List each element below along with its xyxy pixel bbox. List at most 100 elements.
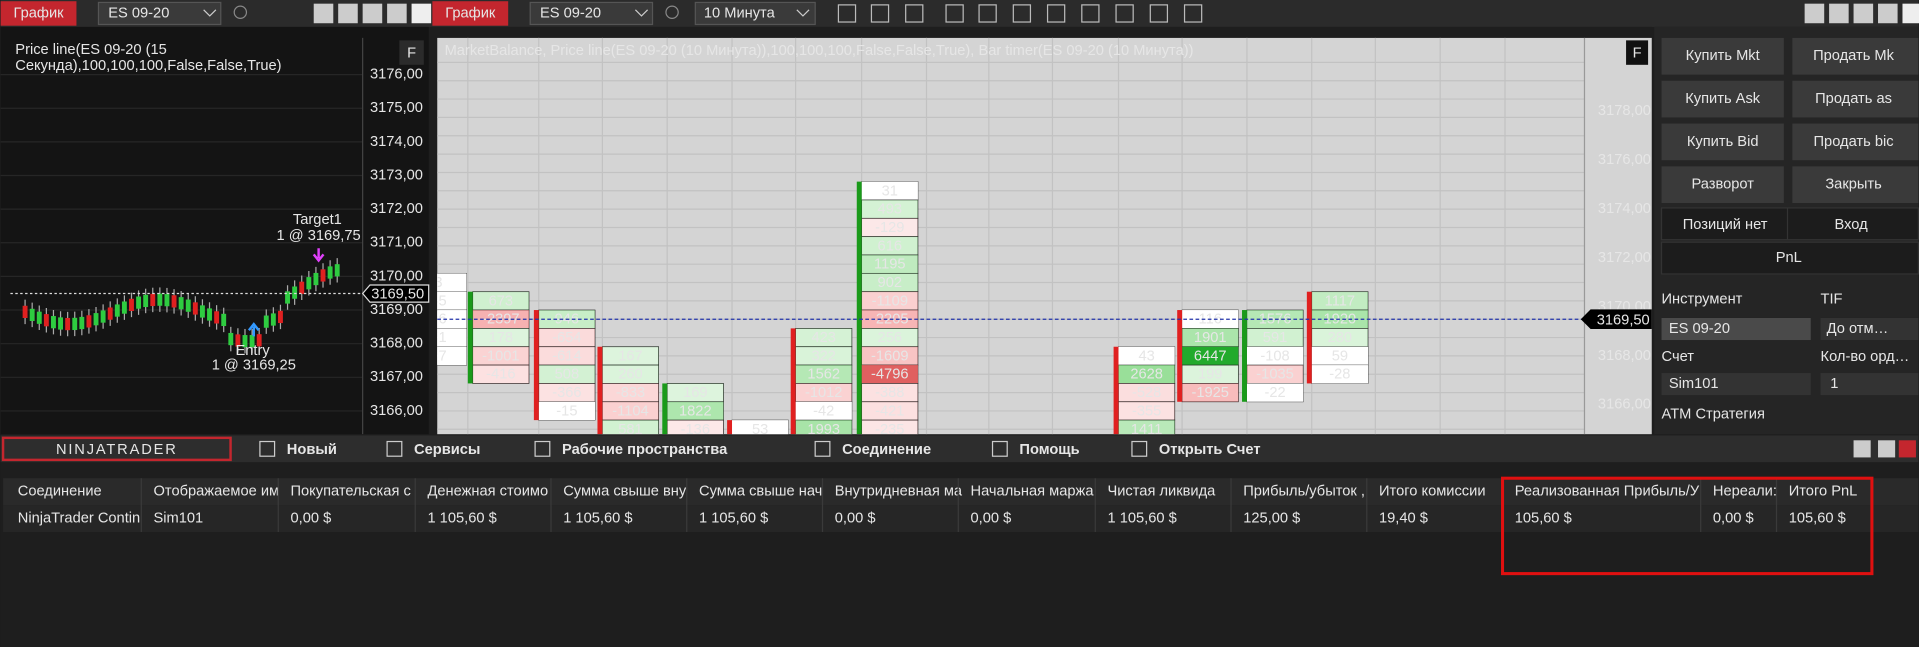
tool-icon[interactable] xyxy=(905,4,924,23)
bar-strip xyxy=(790,328,796,435)
cell-fill xyxy=(1182,383,1239,402)
cell: 0,00 $ xyxy=(290,510,331,526)
window-button[interactable] xyxy=(1853,440,1871,458)
window-tab[interactable] xyxy=(432,1,509,26)
order-button[interactable] xyxy=(1661,123,1784,161)
footprint-cell: 1117 xyxy=(1311,291,1369,311)
order-button-label[interactable]: Купить Mkt xyxy=(1686,48,1760,64)
order-button-label[interactable]: Продать as xyxy=(1815,91,1892,107)
f-button[interactable] xyxy=(399,40,424,65)
cell-value: 673 xyxy=(489,293,513,309)
tool-icon[interactable] xyxy=(870,4,890,23)
logo-box xyxy=(1,436,232,462)
column-header[interactable]: Чистая ликвида xyxy=(1107,484,1216,500)
order-button[interactable] xyxy=(1792,37,1919,75)
column-header[interactable]: Соединение xyxy=(18,484,102,500)
order-button-label[interactable]: Разворот xyxy=(1691,177,1754,193)
order-button[interactable] xyxy=(1661,80,1784,118)
menu-item[interactable]: Рабочие пространства xyxy=(562,442,728,458)
tool-icon[interactable] xyxy=(978,4,997,23)
footprint-cell: -366 xyxy=(538,383,596,403)
tool-icon[interactable] xyxy=(1046,4,1066,23)
window-button[interactable] xyxy=(411,3,432,24)
tool-icon[interactable] xyxy=(1081,4,1100,23)
f-button[interactable] xyxy=(1626,40,1649,65)
instrument-select[interactable] xyxy=(97,1,222,26)
menu-item[interactable]: Новый xyxy=(287,442,337,458)
tool-icon[interactable] xyxy=(1183,4,1203,23)
column-header[interactable]: Прибыль/убыток , xyxy=(1243,484,1365,500)
column-header[interactable]: Итого PnL xyxy=(1789,484,1858,500)
order-button-label[interactable]: Продать Mk xyxy=(1813,48,1895,64)
search-icon[interactable] xyxy=(665,5,679,19)
cell-value: 169 xyxy=(683,385,707,401)
cell-fill xyxy=(667,420,724,435)
target-order: 1 @ 3169,75 xyxy=(277,228,361,244)
footprint-cell: -421 xyxy=(861,401,919,421)
cell-value: -1109 xyxy=(872,293,908,309)
field-label: Счет xyxy=(1662,349,1695,365)
column-header[interactable]: Отображаемое им xyxy=(154,484,280,500)
order-button[interactable] xyxy=(1661,166,1784,204)
footprint-cell: -1012 xyxy=(795,383,853,403)
window-button[interactable] xyxy=(1804,3,1825,24)
cell-fill xyxy=(602,420,659,435)
menu-item[interactable]: Помощь xyxy=(1019,442,1079,458)
order-button[interactable] xyxy=(1792,166,1919,204)
footprint-cell: 581 xyxy=(601,419,659,435)
order-button[interactable] xyxy=(1792,80,1919,118)
column-header[interactable]: Начальная маржа xyxy=(971,484,1095,500)
account-select[interactable] xyxy=(1661,373,1811,396)
candle xyxy=(199,305,205,318)
order-button-label[interactable]: Закрыть xyxy=(1825,177,1882,193)
column-header[interactable]: Сумма свыше нач xyxy=(699,484,822,500)
instrument-select[interactable] xyxy=(1661,317,1811,341)
cell-value: -1001 xyxy=(482,348,519,364)
order-button[interactable] xyxy=(1792,123,1919,161)
column-header[interactable]: Денежная стоимо xyxy=(427,484,548,500)
window-button[interactable] xyxy=(1902,3,1919,24)
tif-select[interactable] xyxy=(1820,317,1919,341)
column-header[interactable]: Нереали: xyxy=(1713,484,1777,500)
menu-item[interactable]: Соединение xyxy=(842,442,931,458)
order-button[interactable] xyxy=(1661,37,1784,75)
column-header[interactable]: Итого комиссии xyxy=(1379,484,1486,500)
quantity-input[interactable] xyxy=(1820,373,1919,396)
footprint-cell: -833 xyxy=(601,383,659,403)
interval-select[interactable] xyxy=(694,1,816,26)
window-tab[interactable] xyxy=(0,1,77,26)
order-button-label[interactable]: Продать bic xyxy=(1814,134,1894,150)
window-button[interactable] xyxy=(362,3,383,24)
menu-item[interactable]: Сервисы xyxy=(414,442,480,458)
column-header[interactable]: Реализованная Прибыль/У xyxy=(1515,484,1700,500)
tool-icon[interactable] xyxy=(1115,4,1134,23)
window-button[interactable] xyxy=(338,3,358,24)
window-button[interactable] xyxy=(1829,3,1849,24)
menu-icon xyxy=(814,440,831,457)
tool-icon[interactable] xyxy=(837,4,857,23)
window-button[interactable] xyxy=(387,3,407,24)
tool-icon[interactable] xyxy=(1149,4,1169,23)
cell-fill xyxy=(1118,365,1175,384)
tool-icon[interactable] xyxy=(1012,4,1032,23)
candle xyxy=(114,304,120,317)
position-box xyxy=(1660,207,1919,241)
tool-icon[interactable] xyxy=(945,4,964,23)
order-button-label[interactable]: Купить Bid xyxy=(1687,134,1759,150)
candle xyxy=(43,314,49,327)
order-button-label[interactable]: Купить Ask xyxy=(1685,91,1761,107)
window-button[interactable] xyxy=(1878,3,1898,24)
search-icon[interactable] xyxy=(233,5,248,19)
menu-item[interactable]: Открыть Счет xyxy=(1159,442,1261,458)
column-header[interactable]: Внутридневная ма xyxy=(835,484,963,500)
window-button[interactable] xyxy=(313,3,334,24)
instrument-select[interactable] xyxy=(529,1,654,26)
window-button[interactable] xyxy=(1898,440,1916,458)
cell-value: 616 xyxy=(878,238,902,254)
window-button[interactable] xyxy=(1878,440,1896,458)
column-header[interactable]: Сумма свыше вну xyxy=(563,484,687,500)
window-button[interactable] xyxy=(1853,3,1874,24)
cell-fill xyxy=(861,420,918,435)
price-label: 3166,00 xyxy=(1598,397,1651,413)
column-header[interactable]: Покупательская с xyxy=(290,484,410,500)
